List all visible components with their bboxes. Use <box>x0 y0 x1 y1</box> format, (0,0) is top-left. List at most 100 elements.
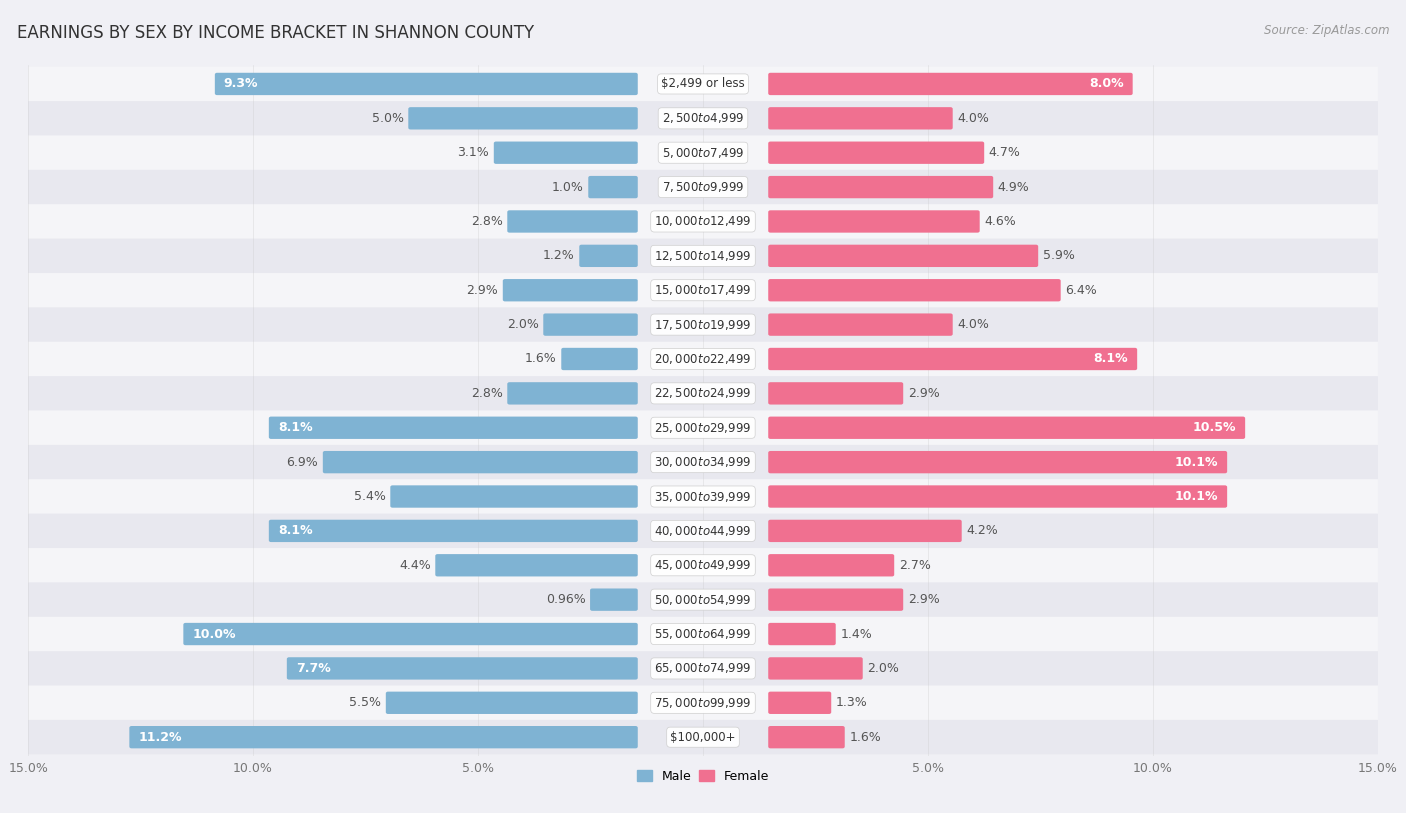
Text: 4.9%: 4.9% <box>998 180 1029 193</box>
FancyBboxPatch shape <box>129 726 638 748</box>
FancyBboxPatch shape <box>768 623 835 646</box>
FancyBboxPatch shape <box>323 451 638 473</box>
Text: 1.6%: 1.6% <box>524 353 557 366</box>
FancyBboxPatch shape <box>768 314 953 336</box>
FancyBboxPatch shape <box>768 382 903 405</box>
FancyBboxPatch shape <box>768 485 1227 507</box>
FancyBboxPatch shape <box>508 211 638 233</box>
Text: 11.2%: 11.2% <box>138 731 181 744</box>
FancyBboxPatch shape <box>768 520 962 542</box>
Text: 2.8%: 2.8% <box>471 387 503 400</box>
FancyBboxPatch shape <box>28 376 1378 411</box>
FancyBboxPatch shape <box>28 651 1378 685</box>
FancyBboxPatch shape <box>591 589 638 611</box>
Text: 6.4%: 6.4% <box>1066 284 1097 297</box>
FancyBboxPatch shape <box>28 514 1378 548</box>
Text: $50,000 to $54,999: $50,000 to $54,999 <box>654 593 752 606</box>
Text: 1.4%: 1.4% <box>841 628 872 641</box>
FancyBboxPatch shape <box>28 136 1378 170</box>
Text: 2.0%: 2.0% <box>868 662 898 675</box>
Text: 10.5%: 10.5% <box>1192 421 1236 434</box>
FancyBboxPatch shape <box>28 445 1378 480</box>
Text: $100,000+: $100,000+ <box>671 731 735 744</box>
FancyBboxPatch shape <box>391 485 638 507</box>
FancyBboxPatch shape <box>28 273 1378 307</box>
FancyBboxPatch shape <box>28 341 1378 376</box>
Text: $17,500 to $19,999: $17,500 to $19,999 <box>654 318 752 332</box>
FancyBboxPatch shape <box>494 141 638 164</box>
Text: $10,000 to $12,499: $10,000 to $12,499 <box>654 215 752 228</box>
FancyBboxPatch shape <box>183 623 638 646</box>
Text: 4.7%: 4.7% <box>988 146 1021 159</box>
Text: 8.1%: 8.1% <box>278 421 312 434</box>
Text: 2.7%: 2.7% <box>898 559 931 572</box>
FancyBboxPatch shape <box>28 685 1378 720</box>
FancyBboxPatch shape <box>28 101 1378 136</box>
FancyBboxPatch shape <box>28 480 1378 514</box>
FancyBboxPatch shape <box>269 416 638 439</box>
FancyBboxPatch shape <box>768 73 1133 95</box>
Text: 10.0%: 10.0% <box>193 628 236 641</box>
FancyBboxPatch shape <box>28 239 1378 273</box>
FancyBboxPatch shape <box>28 204 1378 239</box>
FancyBboxPatch shape <box>768 416 1246 439</box>
Text: 8.1%: 8.1% <box>278 524 312 537</box>
Text: 5.9%: 5.9% <box>1043 250 1074 263</box>
Text: $5,000 to $7,499: $5,000 to $7,499 <box>662 146 744 159</box>
FancyBboxPatch shape <box>28 548 1378 582</box>
Text: 4.2%: 4.2% <box>966 524 998 537</box>
Text: 4.0%: 4.0% <box>957 318 988 331</box>
FancyBboxPatch shape <box>287 657 638 680</box>
Legend: Male, Female: Male, Female <box>631 765 775 788</box>
Text: EARNINGS BY SEX BY INCOME BRACKET IN SHANNON COUNTY: EARNINGS BY SEX BY INCOME BRACKET IN SHA… <box>17 24 534 42</box>
FancyBboxPatch shape <box>28 617 1378 651</box>
Text: 9.3%: 9.3% <box>224 77 259 90</box>
FancyBboxPatch shape <box>28 307 1378 341</box>
Text: 1.6%: 1.6% <box>849 731 882 744</box>
Text: $22,500 to $24,999: $22,500 to $24,999 <box>654 386 752 400</box>
Text: 2.9%: 2.9% <box>467 284 498 297</box>
Text: $2,500 to $4,999: $2,500 to $4,999 <box>662 111 744 125</box>
FancyBboxPatch shape <box>28 67 1378 101</box>
Text: 2.9%: 2.9% <box>908 387 939 400</box>
FancyBboxPatch shape <box>768 589 903 611</box>
FancyBboxPatch shape <box>768 245 1038 267</box>
Text: $15,000 to $17,499: $15,000 to $17,499 <box>654 283 752 298</box>
Text: 4.4%: 4.4% <box>399 559 430 572</box>
Text: 7.7%: 7.7% <box>295 662 330 675</box>
Text: $25,000 to $29,999: $25,000 to $29,999 <box>654 421 752 435</box>
Text: $7,500 to $9,999: $7,500 to $9,999 <box>662 180 744 194</box>
Text: 2.8%: 2.8% <box>471 215 503 228</box>
FancyBboxPatch shape <box>768 726 845 748</box>
FancyBboxPatch shape <box>436 554 638 576</box>
Text: 5.0%: 5.0% <box>371 112 404 125</box>
Text: 5.4%: 5.4% <box>354 490 385 503</box>
Text: $12,500 to $14,999: $12,500 to $14,999 <box>654 249 752 263</box>
Text: 1.0%: 1.0% <box>553 180 583 193</box>
Text: 10.1%: 10.1% <box>1174 490 1218 503</box>
FancyBboxPatch shape <box>768 692 831 714</box>
Text: 2.0%: 2.0% <box>508 318 538 331</box>
FancyBboxPatch shape <box>768 141 984 164</box>
FancyBboxPatch shape <box>508 382 638 405</box>
FancyBboxPatch shape <box>768 348 1137 370</box>
Text: $35,000 to $39,999: $35,000 to $39,999 <box>654 489 752 503</box>
Text: $75,000 to $99,999: $75,000 to $99,999 <box>654 696 752 710</box>
FancyBboxPatch shape <box>768 554 894 576</box>
FancyBboxPatch shape <box>768 657 863 680</box>
Text: $2,499 or less: $2,499 or less <box>661 77 745 90</box>
Text: $30,000 to $34,999: $30,000 to $34,999 <box>654 455 752 469</box>
FancyBboxPatch shape <box>28 582 1378 617</box>
FancyBboxPatch shape <box>385 692 638 714</box>
FancyBboxPatch shape <box>269 520 638 542</box>
FancyBboxPatch shape <box>588 176 638 198</box>
FancyBboxPatch shape <box>768 279 1060 302</box>
Text: 0.96%: 0.96% <box>546 593 585 606</box>
Text: 5.5%: 5.5% <box>349 696 381 709</box>
FancyBboxPatch shape <box>408 107 638 129</box>
Text: $55,000 to $64,999: $55,000 to $64,999 <box>654 627 752 641</box>
Text: $45,000 to $49,999: $45,000 to $49,999 <box>654 559 752 572</box>
FancyBboxPatch shape <box>768 211 980 233</box>
Text: 4.6%: 4.6% <box>984 215 1017 228</box>
Text: 2.9%: 2.9% <box>908 593 939 606</box>
